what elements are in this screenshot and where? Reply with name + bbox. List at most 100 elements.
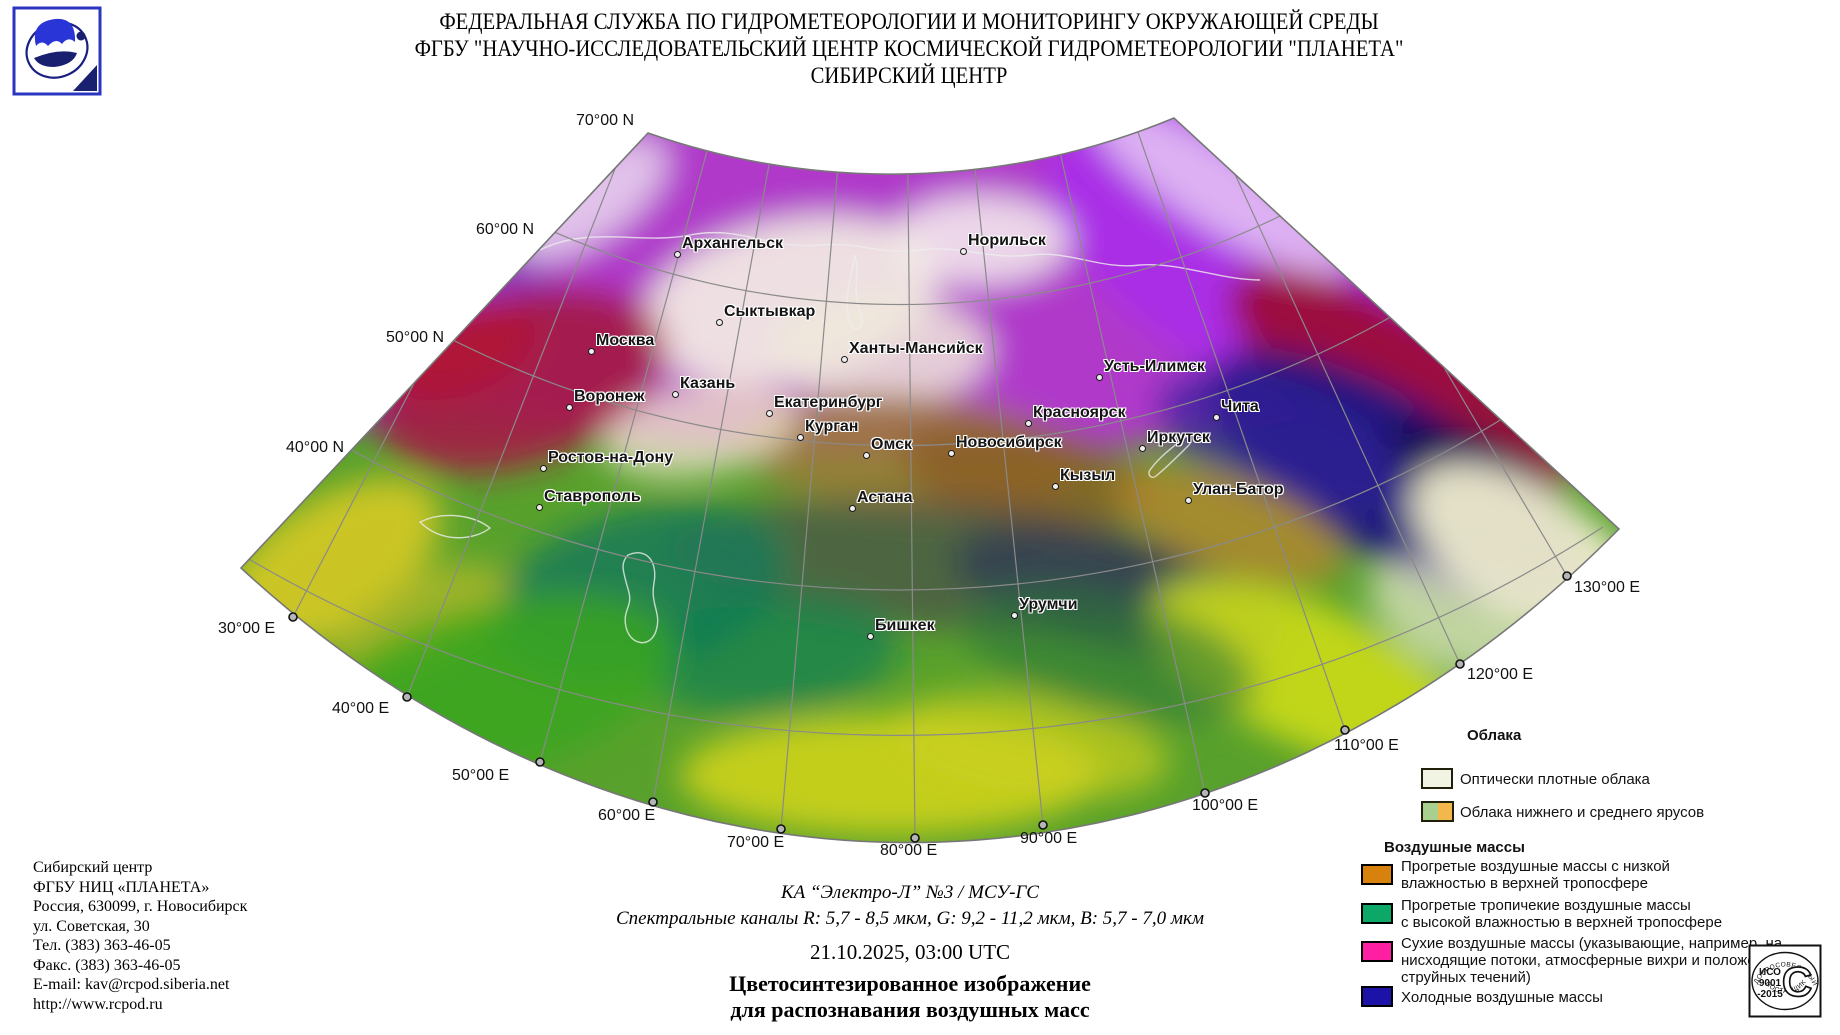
city-dot bbox=[1096, 374, 1103, 381]
low-mid-clouds-label: Облака нижнего и среднего ярусов bbox=[1460, 804, 1705, 821]
city-dot bbox=[797, 434, 804, 441]
iso-stamp-icon: ДОБРОСОВЕСТНЫЙ ПОСТАВЩИК С ИСО 9001 -201… bbox=[1748, 944, 1822, 1018]
low-mid-clouds-swatch bbox=[1421, 801, 1454, 822]
city-label: Бишкек bbox=[875, 617, 935, 634]
cold-airmass-swatch bbox=[1361, 986, 1393, 1007]
city-label: Казань bbox=[680, 375, 736, 392]
dense-clouds-label: Оптически плотные облака bbox=[1460, 771, 1650, 788]
city-dot bbox=[948, 450, 955, 457]
city-label: Норильск bbox=[968, 232, 1046, 249]
graticule bbox=[241, 118, 1604, 839]
air-legend-title: Воздушные массы bbox=[1384, 839, 1525, 856]
lon-label-50e: 50°00 E bbox=[452, 767, 510, 784]
product-title-line1: Цветосинтезированное изображение bbox=[729, 971, 1091, 996]
product-title-line2: для распознавания воздушных масс bbox=[730, 997, 1090, 1022]
legend-line: с высокой влажностью в верхней тропосфер… bbox=[1401, 914, 1723, 931]
lon-label-100e: 100°00 E bbox=[1192, 797, 1259, 814]
city-dot bbox=[536, 504, 543, 511]
clouds-legend-title: Облака bbox=[1467, 727, 1522, 744]
lon-label-130e: 130°00 E bbox=[1574, 579, 1641, 596]
title-line-2: ФГБУ "НАУЧНО-ИССЛЕДОВАТЕЛЬСКИЙ ЦЕНТР КОС… bbox=[414, 36, 1404, 61]
airmass-color-field bbox=[241, 118, 1619, 843]
contact-phone: Тел. (383) 363-46-05 bbox=[33, 937, 171, 954]
legend-line: струйных течений) bbox=[1401, 969, 1531, 986]
city-label: Чита bbox=[1221, 398, 1259, 415]
warm-dry-airmass-swatch bbox=[1361, 864, 1393, 885]
city-label: Урумчи bbox=[1019, 596, 1078, 613]
city-dot bbox=[716, 319, 723, 326]
city-dot bbox=[1011, 612, 1018, 619]
city-dot bbox=[863, 452, 870, 459]
city-dot bbox=[841, 356, 848, 363]
stamp-iso: ИСО bbox=[1759, 967, 1781, 978]
warm-dry-airmass-label: Прогретые воздушные массы с низкой влажн… bbox=[1401, 858, 1670, 892]
header-title: ФЕДЕРАЛЬНАЯ СЛУЖБА ПО ГИДРОМЕТЕОРОЛОГИИ … bbox=[0, 8, 1818, 89]
dense-clouds-swatch bbox=[1421, 768, 1453, 789]
city-label: Ставрополь bbox=[544, 488, 641, 505]
lon-label-60e: 60°00 E bbox=[598, 807, 656, 824]
city-label: Ханты-Мансийск bbox=[849, 340, 983, 357]
city-dot bbox=[1025, 420, 1032, 427]
city-dot bbox=[588, 348, 595, 355]
cold-airmass-label: Холодные воздушные массы bbox=[1401, 989, 1603, 1006]
city-label: Улан-Батор bbox=[1193, 481, 1284, 498]
contact-org: Сибирский центр bbox=[33, 859, 153, 876]
lon-label-110e: 110°00 E bbox=[1334, 737, 1399, 754]
city-label: Красноярск bbox=[1033, 404, 1126, 421]
warm-tropical-airmass-label: Прогретые тропичекие воздушные массы с в… bbox=[1401, 897, 1722, 931]
city-dot bbox=[960, 248, 967, 255]
title-line-3: СИБИРСКИЙ ЦЕНТР bbox=[810, 63, 1008, 88]
lat-label-60n: 60°00 N bbox=[476, 221, 534, 238]
lon-label-30e: 30°00 E bbox=[218, 620, 276, 637]
lon-label-90e: 90°00 E bbox=[1020, 830, 1078, 847]
contact-address1: Россия, 630099, г. Новосибирск bbox=[33, 898, 248, 915]
contact-org2: ФГБУ НИЦ «ПЛАНЕТА» bbox=[33, 878, 210, 896]
contact-address2: ул. Советская, 30 bbox=[33, 917, 150, 935]
city-label: Екатеринбург bbox=[774, 394, 883, 411]
legend-line: Прогретые тропичекие воздушные массы bbox=[1401, 897, 1691, 914]
city-dot bbox=[1139, 445, 1146, 452]
legend-line: Сухие воздушные массы (указывающие, напр… bbox=[1401, 935, 1783, 952]
lon-label-80e: 80°00 E bbox=[880, 842, 938, 859]
contact-block: Сибирский центр ФГБУ НИЦ «ПЛАНЕТА» Росси… bbox=[33, 858, 247, 1014]
dry-airmass-label: Сухие воздушные массы (указывающие, напр… bbox=[1401, 935, 1782, 986]
lat-label-40n: 40°00 N bbox=[286, 439, 344, 456]
city-label: Архангельск bbox=[682, 235, 784, 252]
city-dot bbox=[674, 251, 681, 258]
city-dot bbox=[1213, 414, 1220, 421]
graticule-dots bbox=[288, 571, 1572, 843]
contact-fax: Факс. (383) 363-46-05 bbox=[33, 956, 181, 974]
city-dot bbox=[672, 391, 679, 398]
city-dot bbox=[867, 633, 874, 640]
lon-label-40e: 40°00 E bbox=[332, 700, 390, 717]
city-dot bbox=[849, 505, 856, 512]
city-label: Кызыл bbox=[1060, 467, 1116, 484]
planeta-logo bbox=[12, 6, 102, 96]
city-dot bbox=[1052, 483, 1059, 490]
iso-9001-stamp: ДОБРОСОВЕСТНЫЙ ПОСТАВЩИК С ИСО 9001 -201… bbox=[1748, 944, 1822, 1018]
spectral-channels: Спектральные каналы R: 5,7 - 8,5 мкм, G:… bbox=[615, 908, 1205, 929]
city-dot bbox=[566, 404, 573, 411]
city-label: Омск bbox=[871, 436, 912, 453]
city-label: Москва bbox=[596, 332, 655, 349]
warm-tropical-airmass-swatch bbox=[1361, 903, 1393, 924]
city-label: Воронеж bbox=[574, 388, 645, 405]
stamp-9001: 9001 bbox=[1759, 978, 1782, 989]
dry-airmass-swatch bbox=[1361, 941, 1393, 962]
city-label: Новосибирск bbox=[956, 434, 1062, 451]
lon-label-70e: 70°00 E bbox=[727, 834, 785, 851]
city-label: Усть-Илимск bbox=[1104, 358, 1205, 375]
city-dot bbox=[766, 410, 773, 417]
city-label: Курган bbox=[805, 418, 859, 435]
legend-line: Прогретые воздушные массы с низкой bbox=[1401, 858, 1670, 875]
planeta-logo-icon bbox=[12, 6, 102, 96]
legend-line: Холодные воздушные массы bbox=[1401, 989, 1603, 1006]
datetime-label: 21.10.2025, 03:00 UTC bbox=[809, 940, 1011, 964]
stamp-2015: -2015 bbox=[1757, 989, 1783, 1000]
city-dot bbox=[1185, 497, 1192, 504]
contact-email: E-mail: kav@rcpod.siberia.net bbox=[33, 976, 230, 993]
city-dot bbox=[540, 465, 547, 472]
lat-label-70n: 70°00 N bbox=[576, 112, 634, 129]
